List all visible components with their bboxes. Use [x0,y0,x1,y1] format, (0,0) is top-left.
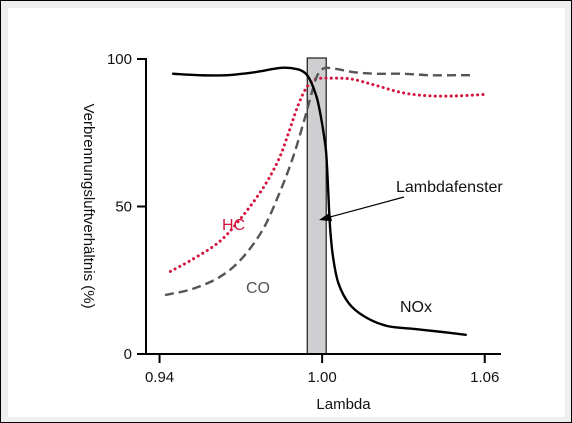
series-label-co: CO [246,280,270,297]
window-arrow-line [326,196,405,219]
window-label: Lambdafenster [396,179,503,196]
x-axis-title: Lambda [316,396,371,413]
x-tick-label: 1.00 [308,369,337,386]
window-arrow-head [319,212,332,222]
y-tick-label: 0 [124,346,132,363]
figure-panel: 0 50 100 0.94 1.00 1.06 Lambda Verbrennungsluf… [8,8,565,417]
series-line-co [164,66,472,297]
series-label-nox: NOx [400,299,432,316]
y-tick-label: 50 [115,199,132,216]
y-tick-label: 100 [107,51,132,68]
y-axis-title: Verbrennungsluftverhältnis (%) [80,103,97,308]
series-label-hc: HC [222,217,245,234]
x-tick-label: 0.94 [145,369,174,386]
x-tick-label: 1.06 [470,369,499,386]
lambda-chart: 0 50 100 0.94 1.00 1.06 Lambda Verbrennungsluf… [80,51,503,413]
series-line-nox [171,66,467,337]
series-line-hc [168,76,487,273]
